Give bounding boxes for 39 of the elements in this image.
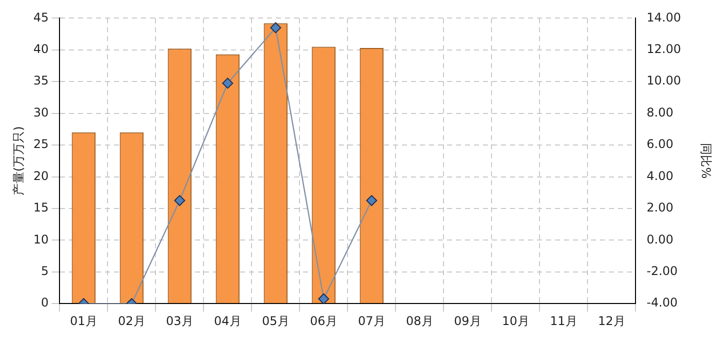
y2-tick-label: 6.00 bbox=[646, 137, 674, 152]
y-axis-title: 产量(万万只) bbox=[11, 126, 26, 196]
y-tick-label: 15 bbox=[33, 200, 49, 215]
point bbox=[318, 293, 330, 304]
x-tick-label: 11月 bbox=[550, 314, 578, 328]
point bbox=[222, 78, 234, 89]
y2-tick-label: 4.00 bbox=[646, 168, 674, 183]
x-tick-label: 08月 bbox=[406, 314, 434, 328]
y2-tick-label: 10.00 bbox=[646, 74, 682, 88]
y-tick-label: 25 bbox=[33, 137, 49, 152]
point bbox=[174, 195, 186, 206]
y-tick-label: 30 bbox=[33, 105, 49, 120]
y-tick-label: 0 bbox=[41, 296, 49, 310]
point bbox=[270, 22, 282, 34]
y-tick-label: 45 bbox=[33, 10, 49, 24]
y2-tick-label: 0.00 bbox=[646, 232, 674, 246]
y-tick-label: 20 bbox=[33, 168, 49, 183]
point bbox=[366, 195, 378, 206]
x-tick-label: 07月 bbox=[358, 314, 386, 328]
x-tick-label: 04月 bbox=[214, 314, 242, 328]
y-tick-label: 10 bbox=[33, 232, 49, 246]
y2-tick-label: -2.00 bbox=[646, 264, 678, 278]
y2-tick-label: -4.00 bbox=[646, 296, 678, 310]
y2-tick-label: 12.00 bbox=[646, 42, 682, 56]
y2-axis-title: 同比% bbox=[699, 143, 713, 179]
x-tick-label: 03月 bbox=[166, 314, 194, 328]
x-tick-label: 06月 bbox=[310, 314, 338, 328]
y-tick-label: 35 bbox=[33, 74, 49, 88]
x-tick-label: 12月 bbox=[598, 314, 626, 328]
y2-tick-label: 14.00 bbox=[646, 10, 682, 24]
y-tick-label: 5 bbox=[41, 264, 49, 278]
y2-tick-label: 8.00 bbox=[646, 105, 674, 120]
x-tick-label: 01月 bbox=[70, 314, 98, 328]
x-tick-label: 10月 bbox=[502, 314, 530, 328]
x-tick-label: 05月 bbox=[262, 314, 290, 328]
x-tick-label: 02月 bbox=[118, 314, 146, 328]
x-tick-label: 09月 bbox=[454, 314, 482, 328]
y2-tick-label: 2.00 bbox=[646, 200, 674, 215]
y-tick-label: 40 bbox=[33, 42, 49, 56]
